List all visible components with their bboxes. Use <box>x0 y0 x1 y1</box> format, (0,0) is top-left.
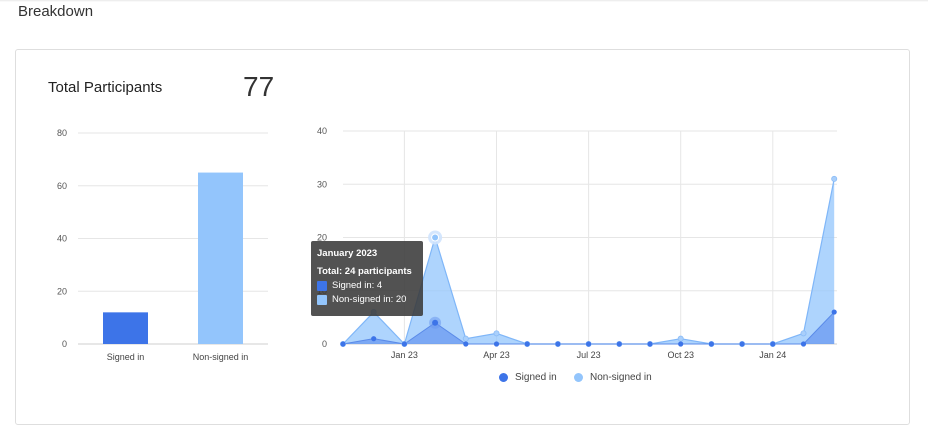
area-signed-point <box>463 341 469 347</box>
bar-ytick-label: 0 <box>62 339 67 349</box>
area-ytick-label: 20 <box>317 233 327 243</box>
tooltip-nonsigned-text: Non-signed in: 20 <box>332 294 407 305</box>
top-divider <box>0 0 928 2</box>
area-nonsigned-point <box>493 330 500 337</box>
area-hover-point-signed <box>432 319 439 326</box>
area-xtick-label: Jan 23 <box>391 350 418 360</box>
area-signed-point <box>524 341 530 347</box>
area-signed-point <box>401 341 407 347</box>
area-signed-point <box>493 341 500 347</box>
bar-ytick-label: 20 <box>57 286 67 296</box>
legend-nonsigned-label: Non-signed in <box>590 372 652 383</box>
area-xtick-label: Apr 23 <box>483 350 510 360</box>
area-signed-point <box>616 341 622 347</box>
tooltip-signed-text: Signed in: 4 <box>332 280 383 291</box>
area-nonsigned-point <box>831 175 838 182</box>
area-signed-point <box>371 336 377 342</box>
area-signed-point <box>800 341 807 347</box>
area-nonsigned-fill <box>343 178 835 344</box>
legend-item-nonsigned[interactable]: Non-signed in <box>574 372 652 383</box>
legend-signed-dot <box>499 373 508 382</box>
bar-category-label: Signed in <box>107 352 145 362</box>
legend-signed-label: Signed in <box>515 372 557 383</box>
area-signed-fill <box>343 312 835 344</box>
area-xtick-label: Jul 23 <box>577 350 601 360</box>
tooltip-nonsigned-swatch <box>317 294 327 305</box>
legend-nonsigned-dot <box>574 373 583 382</box>
area-signed-point <box>678 341 684 347</box>
area-signed-point <box>586 341 592 347</box>
area-ytick-label: 30 <box>317 179 327 189</box>
area-ytick-label: 40 <box>317 126 327 136</box>
area-nonsigned-point <box>800 330 807 337</box>
area-signed-point <box>555 341 561 347</box>
legend-item-signed[interactable]: Signed in <box>499 372 557 383</box>
area-signed-point <box>739 341 745 347</box>
area-signed-point <box>340 341 346 347</box>
tooltip-total: Total: 24 participants <box>317 266 412 277</box>
bar-ytick-label: 80 <box>57 128 67 138</box>
bar-ytick-label: 60 <box>57 181 67 191</box>
area-signed-point <box>770 341 776 347</box>
bar-category-label: Non-signed in <box>193 352 249 362</box>
area-xtick-label: Oct 23 <box>667 350 694 360</box>
bar-signed <box>103 312 148 344</box>
total-participants-label: Total Participants <box>48 79 163 96</box>
tooltip-row-signed: Signed in: 4 <box>317 280 417 291</box>
bar-ytick-label: 40 <box>57 234 67 244</box>
chart-tooltip: January 2023 Total: 24 participants Sign… <box>311 241 423 316</box>
area-signed-point <box>831 309 837 315</box>
area-nonsigned-point <box>677 335 684 342</box>
area-signed-point <box>647 341 653 347</box>
tooltip-title: January 2023 <box>317 248 378 259</box>
area-hover-point-nonsigned <box>431 233 440 242</box>
area-nonsigned-point <box>462 335 469 342</box>
section-title: Breakdown <box>18 3 94 20</box>
total-participants-value: 77 <box>243 71 275 102</box>
area-signed-point <box>708 341 715 347</box>
bar-nonsigned <box>198 172 243 344</box>
area-xtick-label: Jan 24 <box>759 350 786 360</box>
tooltip-signed-swatch <box>317 280 327 291</box>
tooltip-row-nonsigned: Non-signed in: 20 <box>317 294 417 305</box>
area-ytick-label: 0 <box>322 339 327 349</box>
